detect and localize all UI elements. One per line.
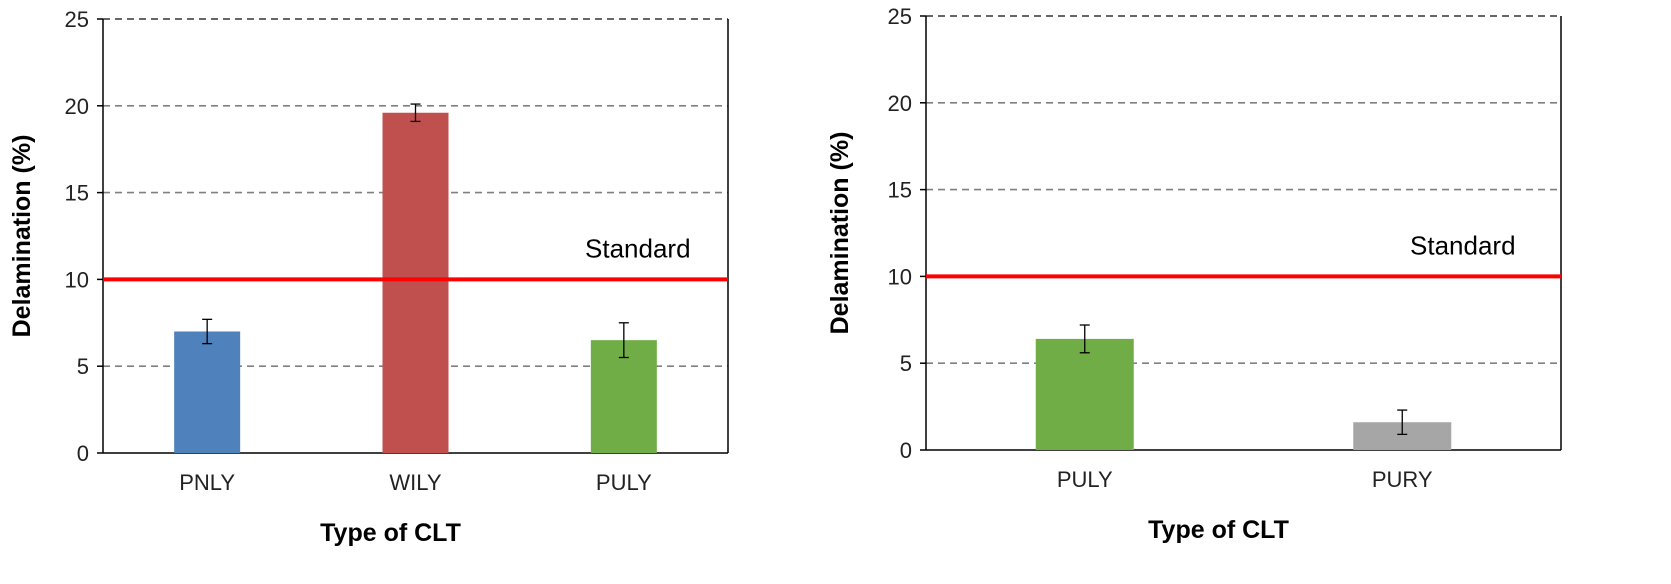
- y-axis-title: Delamination (%): [826, 132, 854, 335]
- x-axis-title: Type of CLT: [1148, 516, 1289, 544]
- category-label: PURY: [1372, 467, 1433, 492]
- category-label: PULY: [596, 470, 652, 495]
- category-label: PNLY: [179, 470, 235, 495]
- y-tick-label: 0: [900, 438, 912, 463]
- y-tick-label: 20: [888, 91, 912, 116]
- chart-left-svg: 0 5 10 15 20 25 PNLY WILY PULY Standard Type of CL…: [8, 7, 729, 547]
- category-label: PULY: [1057, 467, 1113, 492]
- bar-puly: [1035, 338, 1134, 450]
- x-axis-title: Type of CLT: [320, 519, 461, 547]
- y-tick-label: 25: [888, 4, 912, 29]
- y-tick-label: 10: [888, 264, 912, 289]
- standard-label: Standard: [585, 233, 691, 263]
- bar-puly: [590, 340, 657, 453]
- chart-left: 0 5 10 15 20 25 PNLY WILY PULY Standard Type of CL…: [0, 0, 800, 584]
- y-tick-label: 20: [65, 94, 89, 119]
- y-tick-label: 5: [77, 354, 89, 379]
- y-tick-label: 5: [900, 351, 912, 376]
- y-tick-label: 0: [77, 441, 89, 466]
- standard-label: Standard: [1410, 230, 1516, 260]
- chart-right: 0 5 10 15 20 25 PULY PURY Standard Type of CLT Del…: [820, 0, 1671, 584]
- bar-wily: [382, 112, 449, 453]
- y-tick-label: 10: [65, 267, 89, 292]
- chart-right-svg: 0 5 10 15 20 25 PULY PURY Standard Type of CLT Del…: [826, 4, 1562, 544]
- y-tick-label: 25: [65, 7, 89, 32]
- bar-pnly: [174, 331, 241, 453]
- y-axis-title: Delamination (%): [8, 135, 36, 338]
- y-tick-label: 15: [65, 181, 89, 206]
- y-tick-label: 15: [888, 178, 912, 203]
- category-label: WILY: [389, 470, 441, 495]
